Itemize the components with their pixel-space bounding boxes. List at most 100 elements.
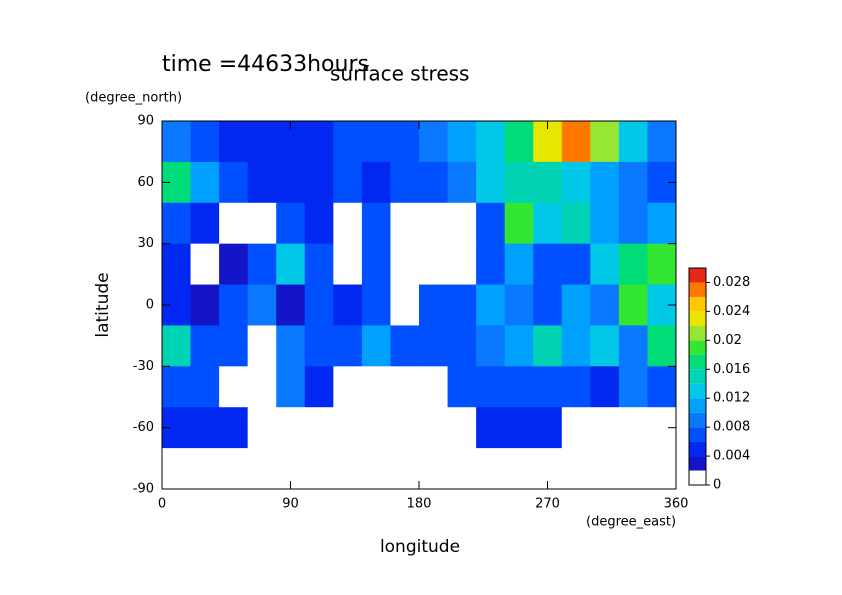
colorbar-tick-label: 0.004 xyxy=(713,449,750,464)
cell xyxy=(447,407,477,449)
chart-subtitle: time =44633hours xyxy=(162,52,369,77)
cell xyxy=(647,202,676,245)
colorbar-tick-label: 0.024 xyxy=(713,304,750,319)
cell xyxy=(219,202,249,245)
cell xyxy=(647,448,676,489)
cell xyxy=(504,448,534,489)
cell xyxy=(162,325,192,367)
cell xyxy=(390,161,420,204)
cell xyxy=(476,448,506,489)
cell xyxy=(590,366,620,408)
cell xyxy=(304,202,334,245)
cell xyxy=(276,284,306,326)
cell xyxy=(590,243,620,286)
cell xyxy=(533,366,563,408)
cell xyxy=(618,202,648,245)
cell xyxy=(476,407,506,449)
cell xyxy=(219,284,249,326)
cell xyxy=(276,407,306,449)
cell xyxy=(190,448,220,489)
cell xyxy=(219,407,249,449)
cell xyxy=(533,325,563,367)
chart-title: surface stress xyxy=(330,62,469,86)
colorbar-frame xyxy=(688,267,707,486)
cell xyxy=(447,366,477,408)
cell xyxy=(504,284,534,326)
colorbar-band xyxy=(689,441,706,457)
colorbar-band xyxy=(689,470,706,485)
cell xyxy=(561,121,591,163)
cell xyxy=(561,284,591,326)
x-tick-label: 180 xyxy=(407,497,432,512)
cell xyxy=(590,407,620,449)
cell xyxy=(390,243,420,286)
cell xyxy=(333,161,363,204)
y-tick-label: -60 xyxy=(133,420,154,435)
y-tick-label: -30 xyxy=(133,359,154,374)
cell xyxy=(219,448,249,489)
cell xyxy=(590,448,620,489)
x-tick-label: 270 xyxy=(535,497,560,512)
cell xyxy=(419,121,449,163)
cell xyxy=(162,202,192,245)
cell xyxy=(618,284,648,326)
colorbar-tick-label: 0.02 xyxy=(713,333,742,348)
cell xyxy=(361,121,391,163)
cell xyxy=(247,325,277,367)
cell xyxy=(561,325,591,367)
colorbar-band xyxy=(689,369,706,384)
heatmap xyxy=(162,121,676,489)
cell xyxy=(190,284,220,326)
cell xyxy=(276,325,306,367)
cell xyxy=(304,243,334,286)
x-tick-label: 0 xyxy=(158,497,166,512)
cell xyxy=(361,366,391,408)
cell xyxy=(561,448,591,489)
cell xyxy=(333,325,363,367)
cell xyxy=(304,284,334,326)
cell xyxy=(618,448,648,489)
cell xyxy=(361,243,391,286)
cell xyxy=(561,407,591,449)
cell xyxy=(447,202,477,245)
cell xyxy=(504,243,534,286)
cell xyxy=(162,448,192,489)
cell xyxy=(247,366,277,408)
cell xyxy=(533,202,563,245)
colorbar-band xyxy=(689,427,706,442)
cell xyxy=(476,325,506,367)
colorbar-tick-label: 0.012 xyxy=(713,391,750,406)
cell xyxy=(647,366,676,408)
cell xyxy=(190,366,220,408)
cell xyxy=(618,366,648,408)
cell xyxy=(590,161,620,204)
y-unit: (degree_north) xyxy=(85,91,182,106)
cell xyxy=(590,284,620,326)
cell xyxy=(533,243,563,286)
cell xyxy=(447,284,477,326)
cell xyxy=(504,325,534,367)
cell xyxy=(390,407,420,449)
y-tick-label: 60 xyxy=(137,175,154,190)
cell xyxy=(219,243,249,286)
cell xyxy=(533,161,563,204)
cell xyxy=(476,284,506,326)
cell xyxy=(219,366,249,408)
cell xyxy=(504,202,534,245)
y-tick-label: 30 xyxy=(137,236,154,251)
colorbar-band xyxy=(689,340,706,355)
cell xyxy=(247,448,277,489)
cell xyxy=(162,121,192,163)
cell xyxy=(419,202,449,245)
cell xyxy=(219,121,249,163)
colorbar-tick-label: 0.028 xyxy=(713,275,750,290)
cell xyxy=(333,448,363,489)
cell xyxy=(190,121,220,163)
cell xyxy=(247,202,277,245)
cell xyxy=(419,161,449,204)
cell xyxy=(247,284,277,326)
cell xyxy=(419,325,449,367)
cell xyxy=(618,407,648,449)
cell xyxy=(390,284,420,326)
